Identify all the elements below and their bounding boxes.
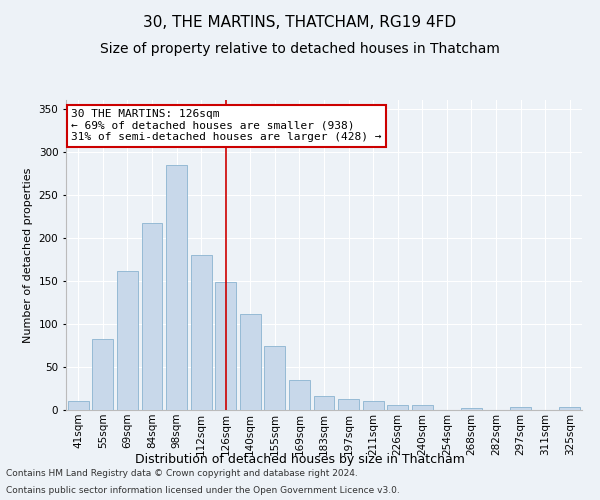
Bar	[338, 399, 359, 410]
Bar	[559, 406, 580, 410]
Bar	[412, 405, 433, 410]
Bar	[265, 346, 286, 410]
Text: Size of property relative to detached houses in Thatcham: Size of property relative to detached ho…	[100, 42, 500, 56]
Text: 30 THE MARTINS: 126sqm
← 69% of detached houses are smaller (938)
31% of semi-de: 30 THE MARTINS: 126sqm ← 69% of detached…	[71, 110, 382, 142]
Bar	[387, 405, 408, 410]
Bar	[191, 255, 212, 410]
Bar	[314, 396, 334, 410]
Text: Distribution of detached houses by size in Thatcham: Distribution of detached houses by size …	[135, 452, 465, 466]
Bar	[289, 380, 310, 410]
Bar	[68, 402, 89, 410]
Bar	[117, 270, 138, 410]
Bar	[362, 400, 383, 410]
Bar	[461, 408, 482, 410]
Text: Contains HM Land Registry data © Crown copyright and database right 2024.: Contains HM Land Registry data © Crown c…	[6, 468, 358, 477]
Y-axis label: Number of detached properties: Number of detached properties	[23, 168, 33, 342]
Text: 30, THE MARTINS, THATCHAM, RG19 4FD: 30, THE MARTINS, THATCHAM, RG19 4FD	[143, 15, 457, 30]
Text: Contains public sector information licensed under the Open Government Licence v3: Contains public sector information licen…	[6, 486, 400, 495]
Bar	[92, 338, 113, 410]
Bar	[240, 314, 261, 410]
Bar	[215, 282, 236, 410]
Bar	[166, 166, 187, 410]
Bar	[510, 406, 531, 410]
Bar	[142, 223, 163, 410]
